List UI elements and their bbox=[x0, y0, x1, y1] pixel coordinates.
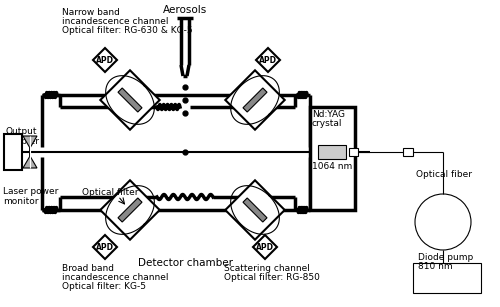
Bar bbox=[318, 145, 346, 159]
Text: Diode pump: Diode pump bbox=[418, 253, 473, 262]
Bar bbox=[310, 107, 355, 210]
Polygon shape bbox=[256, 48, 280, 72]
Text: Laser power
monitor: Laser power monitor bbox=[3, 187, 58, 206]
Text: crystal: crystal bbox=[312, 119, 342, 128]
Text: Broad band: Broad band bbox=[62, 264, 114, 273]
Text: APD: APD bbox=[96, 56, 114, 64]
Polygon shape bbox=[100, 70, 160, 130]
Text: incandescence channel: incandescence channel bbox=[62, 17, 168, 26]
Bar bbox=[4, 134, 22, 170]
Polygon shape bbox=[226, 70, 284, 130]
Text: Optical filter: Optical filter bbox=[82, 188, 138, 197]
Bar bbox=[403, 148, 413, 156]
Polygon shape bbox=[23, 136, 37, 168]
Text: Detector chamber: Detector chamber bbox=[138, 258, 232, 268]
Text: APD: APD bbox=[256, 243, 274, 251]
Text: Optical fiber: Optical fiber bbox=[416, 170, 472, 179]
Text: Narrow band: Narrow band bbox=[62, 8, 120, 17]
Polygon shape bbox=[226, 180, 284, 240]
Text: APD: APD bbox=[96, 243, 114, 251]
Polygon shape bbox=[253, 235, 277, 259]
Text: Scattering channel: Scattering channel bbox=[224, 264, 310, 273]
Text: Aerosols: Aerosols bbox=[163, 5, 207, 15]
Text: incandescence channel: incandescence channel bbox=[62, 273, 168, 282]
Text: Optical filter: KG-5: Optical filter: KG-5 bbox=[62, 282, 146, 291]
Polygon shape bbox=[118, 88, 142, 112]
Text: Optical filter: RG-630 & KG-5: Optical filter: RG-630 & KG-5 bbox=[62, 26, 192, 35]
Text: Optical filter: RG-850: Optical filter: RG-850 bbox=[224, 273, 320, 282]
Polygon shape bbox=[93, 235, 117, 259]
Polygon shape bbox=[243, 198, 267, 222]
Text: 810 nm: 810 nm bbox=[418, 262, 452, 271]
Bar bbox=[413, 263, 481, 293]
Polygon shape bbox=[100, 180, 160, 240]
Polygon shape bbox=[243, 88, 267, 112]
Text: Nd:YAG: Nd:YAG bbox=[312, 110, 345, 119]
Text: Output
coupler: Output coupler bbox=[5, 127, 39, 146]
Text: APD: APD bbox=[259, 56, 277, 64]
Polygon shape bbox=[93, 48, 117, 72]
Polygon shape bbox=[118, 198, 142, 222]
Text: 1064 nm: 1064 nm bbox=[312, 162, 352, 171]
Bar bbox=[349, 148, 358, 156]
